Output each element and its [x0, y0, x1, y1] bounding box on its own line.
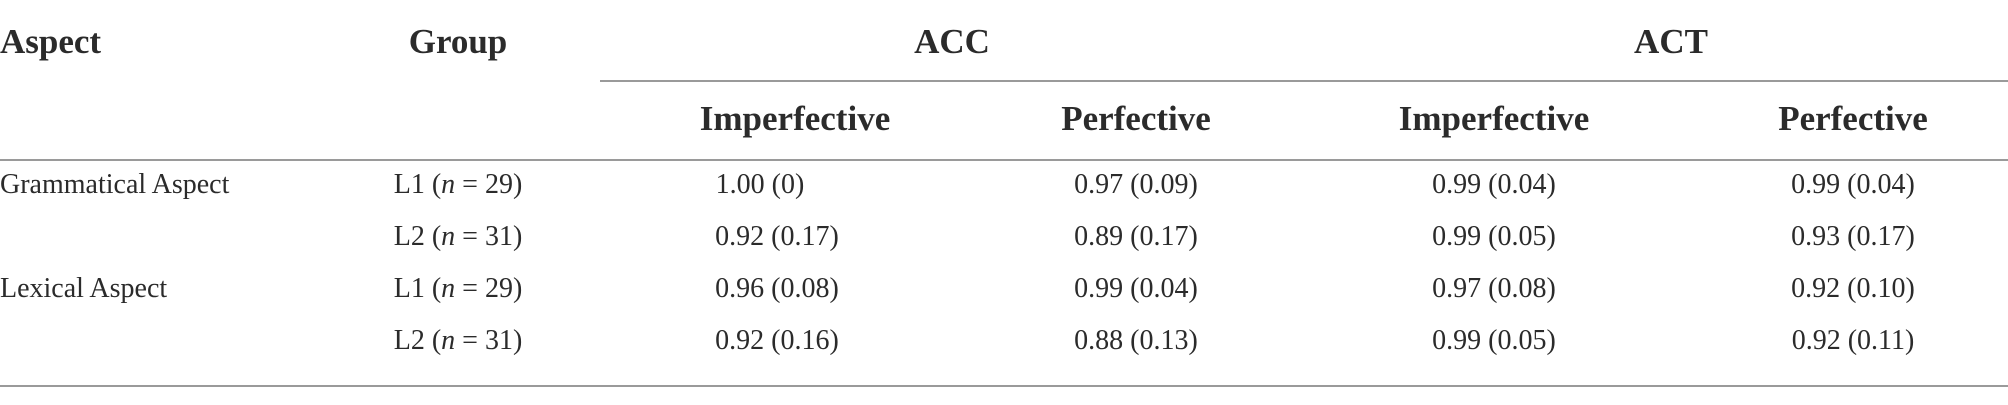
cell-acc-perfective: 0.88 (0.13) [1074, 325, 1198, 356]
cell-act-perfective: 0.99 (0.04) [1791, 169, 1915, 200]
row-aspect: Lexical Aspect [0, 273, 168, 304]
cell-act-imperfective: 0.99 (0.05) [1432, 325, 1556, 356]
row-group: L1 (n = 29) [393, 169, 523, 200]
cell-act-perfective: 0.93 (0.17) [1791, 221, 1915, 252]
cell-acc-perfective: 0.89 (0.17) [1074, 221, 1198, 252]
cell-act-imperfective: 0.97 (0.08) [1432, 273, 1556, 304]
header-act: ACT [1634, 22, 1708, 61]
cell-acc-imperfective: 1.00 (0) [715, 169, 805, 200]
cell-acc-imperfective: 0.92 (0.17) [715, 221, 839, 252]
header-act-imperfective: Imperfective [1398, 99, 1590, 138]
cell-acc-imperfective: 0.96 (0.08) [715, 273, 839, 304]
act-span-rule [1305, 80, 2008, 82]
header-acc: ACC [914, 22, 990, 61]
header-group: Group [408, 22, 508, 61]
cell-acc-perfective: 0.99 (0.04) [1074, 273, 1198, 304]
header-acc-perfective: Perfective [1061, 99, 1211, 138]
header-act-perfective: Perfective [1778, 99, 1928, 138]
acc-span-rule [600, 80, 1305, 82]
row-group: L2 (n = 31) [393, 325, 523, 356]
row-group: L1 (n = 29) [393, 273, 523, 304]
header-acc-imperfective: Imperfective [699, 99, 891, 138]
row-aspect: Grammatical Aspect [0, 169, 230, 200]
cell-act-perfective: 0.92 (0.10) [1791, 273, 1915, 304]
header-aspect: Aspect [0, 22, 102, 61]
row-group: L2 (n = 31) [393, 221, 523, 252]
cell-acc-perfective: 0.97 (0.09) [1074, 169, 1198, 200]
header-bottom-rule [0, 159, 2008, 161]
cell-act-perfective: 0.92 (0.11) [1791, 325, 1915, 356]
cell-act-imperfective: 0.99 (0.05) [1432, 221, 1556, 252]
cell-act-imperfective: 0.99 (0.04) [1432, 169, 1556, 200]
table-bottom-rule [0, 385, 2008, 387]
cell-acc-imperfective: 0.92 (0.16) [715, 325, 839, 356]
